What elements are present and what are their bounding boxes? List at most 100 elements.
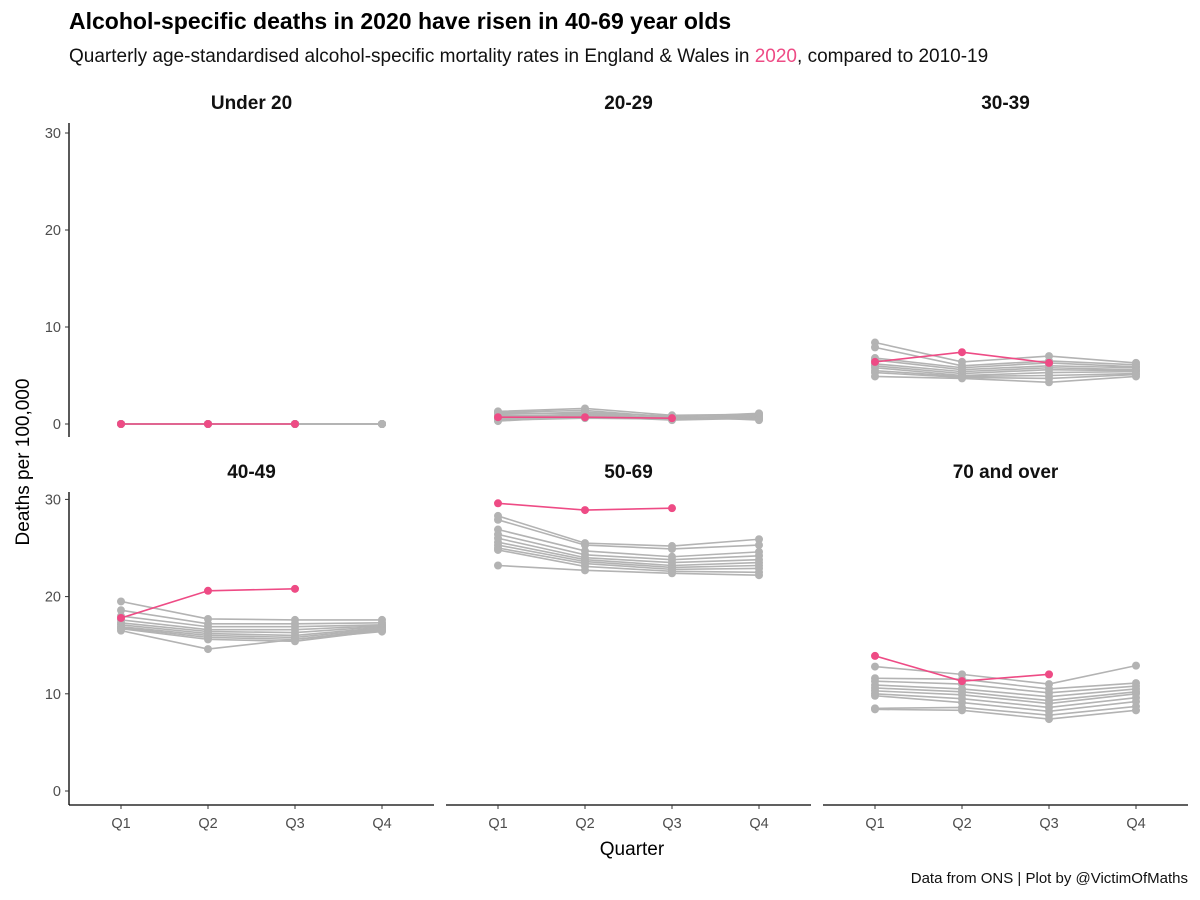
data-point-40-49-2019-q3: [291, 635, 299, 644]
series-line-50-69-2018: [497, 549, 760, 574]
data-point-30-39-2019-q2: [958, 374, 966, 383]
data-point-70-and-over-2019-q3: [1045, 715, 1053, 724]
series-line-70-and-over-2014: [874, 687, 1137, 702]
data-point-30-39-2019-q3: [1045, 378, 1053, 387]
series-line-20-29-2019: [498, 412, 760, 421]
x-tick-label: Q2: [198, 816, 217, 832]
data-point-50-69-2019-q1: [494, 561, 502, 570]
panel-title-20-29: 20-29: [604, 93, 653, 114]
x-tick-label: Q2: [575, 816, 594, 832]
chart-title: Alcohol-specific deaths in 2020 have ris…: [69, 8, 732, 34]
series-line-50-69-2014: [497, 537, 760, 564]
data-point-20-29-2020-q1: [494, 413, 502, 422]
data-point-70-and-over-2019-q1: [871, 705, 879, 714]
data-point-50-69-2020-q3: [668, 504, 676, 513]
data-point-70-and-over-2020-q2: [958, 677, 966, 686]
series-line-40-49-2012: [120, 615, 383, 628]
series-line-30-39-2017: [874, 369, 1137, 378]
y-tick-label: 10: [45, 687, 61, 703]
data-point-30-39-2019-q4: [1132, 372, 1140, 381]
data-point-50-69-2020-q1: [494, 499, 502, 508]
series-line-50-69-2017: [497, 547, 760, 571]
series-line-50-69-2019: [497, 564, 760, 577]
chart-caption: Data from ONS | Plot by @VictimOfMaths: [910, 870, 1188, 887]
series-line-70-and-over-2019: [874, 708, 1137, 720]
data-point-30-39-2019-q1: [871, 372, 879, 381]
data-point-30-39-2020-q1: [871, 357, 879, 366]
data-point-40-49-2019-q2: [204, 645, 212, 654]
x-tick-label: Q3: [1039, 816, 1058, 832]
panel-title-50-69: 50-69: [604, 462, 653, 483]
data-point-70-and-over-2019-q4: [1132, 706, 1140, 715]
panel-title-40-49: 40-49: [227, 462, 276, 483]
x-tick-label: Q4: [1126, 816, 1145, 832]
data-point-40-49-2010-q1: [117, 597, 125, 606]
x-tick-label: Q3: [662, 816, 681, 832]
data-point-50-69-2019-q2: [581, 566, 589, 575]
panel-title-30-39: 30-39: [981, 93, 1030, 114]
x-tick-label: Q4: [372, 816, 391, 832]
series-line-40-49-2010: [120, 600, 382, 621]
y-tick-label: 20: [45, 223, 61, 239]
series-line-70-and-over-2016: [874, 693, 1137, 709]
data-point-40-49-2018-q2: [204, 635, 212, 644]
data-point-50-69-2011-q2: [581, 541, 589, 550]
data-point-50-69-2011-q1: [494, 515, 502, 524]
series-line-70-and-over-2018: [874, 705, 1137, 716]
series-line-40-49-2011: [120, 609, 383, 625]
series-line-30-39-2015: [874, 365, 1137, 375]
series-line-70-and-over-2017: [874, 694, 1137, 713]
x-axis-title: Quarter: [600, 839, 665, 860]
x-tick-label: Q3: [285, 816, 304, 832]
panel-title-70-and-over: 70 and over: [953, 462, 1059, 483]
series-line-50-69-2013: [497, 533, 760, 561]
series-line-50-69-2016: [497, 544, 760, 569]
data-point-under-20-2019-q4: [378, 420, 386, 428]
series-line-70-and-over-2015: [874, 690, 1137, 705]
data-point-20-29-2020-q3: [668, 414, 676, 423]
data-point-40-49-2020-q2: [204, 586, 212, 595]
data-point-50-69-2019-q3: [668, 569, 676, 578]
series-line-50-69-2015: [497, 541, 760, 567]
y-tick-label: 30: [45, 492, 61, 508]
x-tick-label: Q1: [488, 816, 507, 832]
series-line-40-49-2013: [120, 619, 383, 631]
series-line-30-39-2016: [874, 366, 1137, 377]
series-line-40-49-2015: [120, 623, 383, 637]
series-line-70-and-over-2011: [874, 677, 1137, 690]
y-tick-label: 10: [45, 320, 61, 336]
data-point-under-20-2020-q2: [204, 420, 212, 428]
subtitle-text: Quarterly age-standardised alcohol-speci…: [69, 46, 755, 67]
series-line-50-69-2010: [497, 515, 760, 547]
series-line-40-49-2019: [120, 629, 383, 650]
data-point-50-69-2010-q4: [755, 535, 763, 544]
series-line-30-39-2014: [874, 363, 1137, 373]
series-line-70-and-over-2012: [874, 680, 1137, 694]
data-point-20-29-2020-q2: [581, 413, 589, 422]
series-line-30-39-2012: [874, 357, 1137, 369]
series-line-30-39-2019: [874, 375, 1137, 384]
panel-title-under-20: Under 20: [211, 93, 292, 114]
y-tick-label: 30: [45, 126, 61, 142]
data-point-50-69-2011-q3: [668, 544, 676, 553]
subtitle-highlight-year: 2020: [754, 46, 798, 67]
data-point-under-20-2020-q3: [291, 420, 299, 428]
data-point-30-39-2011-q1: [871, 343, 879, 352]
data-point-40-49-2019-q4: [378, 627, 386, 636]
x-tick-label: Q4: [749, 816, 768, 832]
data-point-70-and-over-2017-q1: [871, 691, 879, 700]
series-line-40-49-2017: [120, 626, 383, 641]
data-point-under-20-2020-q1: [117, 420, 125, 428]
data-point-70-and-over-2010-q1: [871, 662, 879, 671]
x-tick-label: Q1: [111, 816, 130, 832]
series-line-50-69-2011: [497, 519, 760, 550]
data-point-30-39-2020-q2: [958, 348, 966, 357]
series-line-50-69-2012: [497, 528, 760, 558]
data-point-50-69-2019-q4: [755, 571, 763, 580]
data-point-70-and-over-2010-q4: [1132, 661, 1140, 670]
data-point-30-39-2020-q3: [1045, 358, 1053, 367]
subtitle-text-end: , compared to 2010-19: [797, 46, 989, 67]
data-point-40-49-2011-q1: [117, 606, 125, 615]
y-tick-label: 0: [53, 417, 61, 433]
